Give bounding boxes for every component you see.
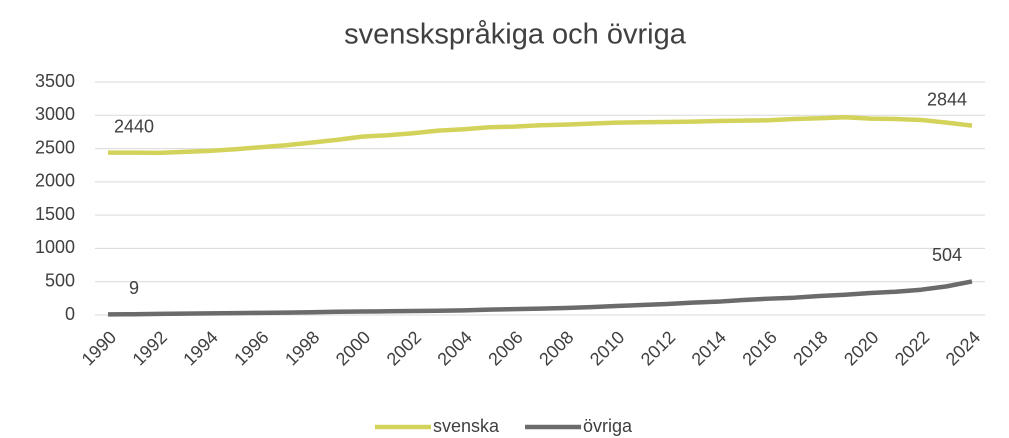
x-tick-label: 2006 — [484, 327, 526, 369]
series-line — [108, 115, 973, 156]
x-tick-label: 2012 — [637, 327, 679, 369]
x-tick-label: 1994 — [179, 327, 221, 369]
chart-title: svenskspråkiga och övriga — [344, 19, 687, 51]
y-tick-label: 3500 — [35, 71, 75, 91]
y-tick-label: 2500 — [35, 137, 75, 157]
x-tick-label: 1996 — [230, 327, 272, 369]
x-tick-label: 2000 — [332, 327, 374, 369]
y-tick-label: 3000 — [35, 104, 75, 124]
x-tick-label: 2024 — [942, 327, 984, 369]
x-tick-label: 1998 — [281, 327, 323, 369]
x-tick-label: 2008 — [535, 327, 577, 369]
x-tick-label: 2014 — [688, 327, 730, 369]
y-tick-label: 2000 — [35, 171, 75, 191]
x-tick-label: 1992 — [129, 327, 171, 369]
x-tick-label: 1990 — [78, 327, 120, 369]
x-tick-label: 2002 — [383, 327, 425, 369]
data-label: 9 — [129, 278, 139, 298]
y-tick-label: 500 — [45, 270, 75, 290]
data-label: 504 — [932, 245, 962, 265]
data-label: 2440 — [114, 116, 154, 136]
y-tick-label: 0 — [65, 304, 75, 324]
x-tick-label: 2004 — [433, 327, 475, 369]
data-label: 2844 — [927, 89, 967, 109]
x-tick-label: 2018 — [789, 327, 831, 369]
y-tick-label: 1000 — [35, 237, 75, 257]
series-line — [107, 279, 973, 317]
x-tick-label: 2022 — [891, 327, 933, 369]
x-tick-label: 2020 — [840, 327, 882, 369]
y-tick-label: 1500 — [35, 204, 75, 224]
x-tick-label: 2010 — [586, 327, 628, 369]
x-tick-label: 2016 — [738, 327, 780, 369]
legend-label: övriga — [583, 416, 633, 436]
legend-label: svenska — [433, 416, 500, 436]
